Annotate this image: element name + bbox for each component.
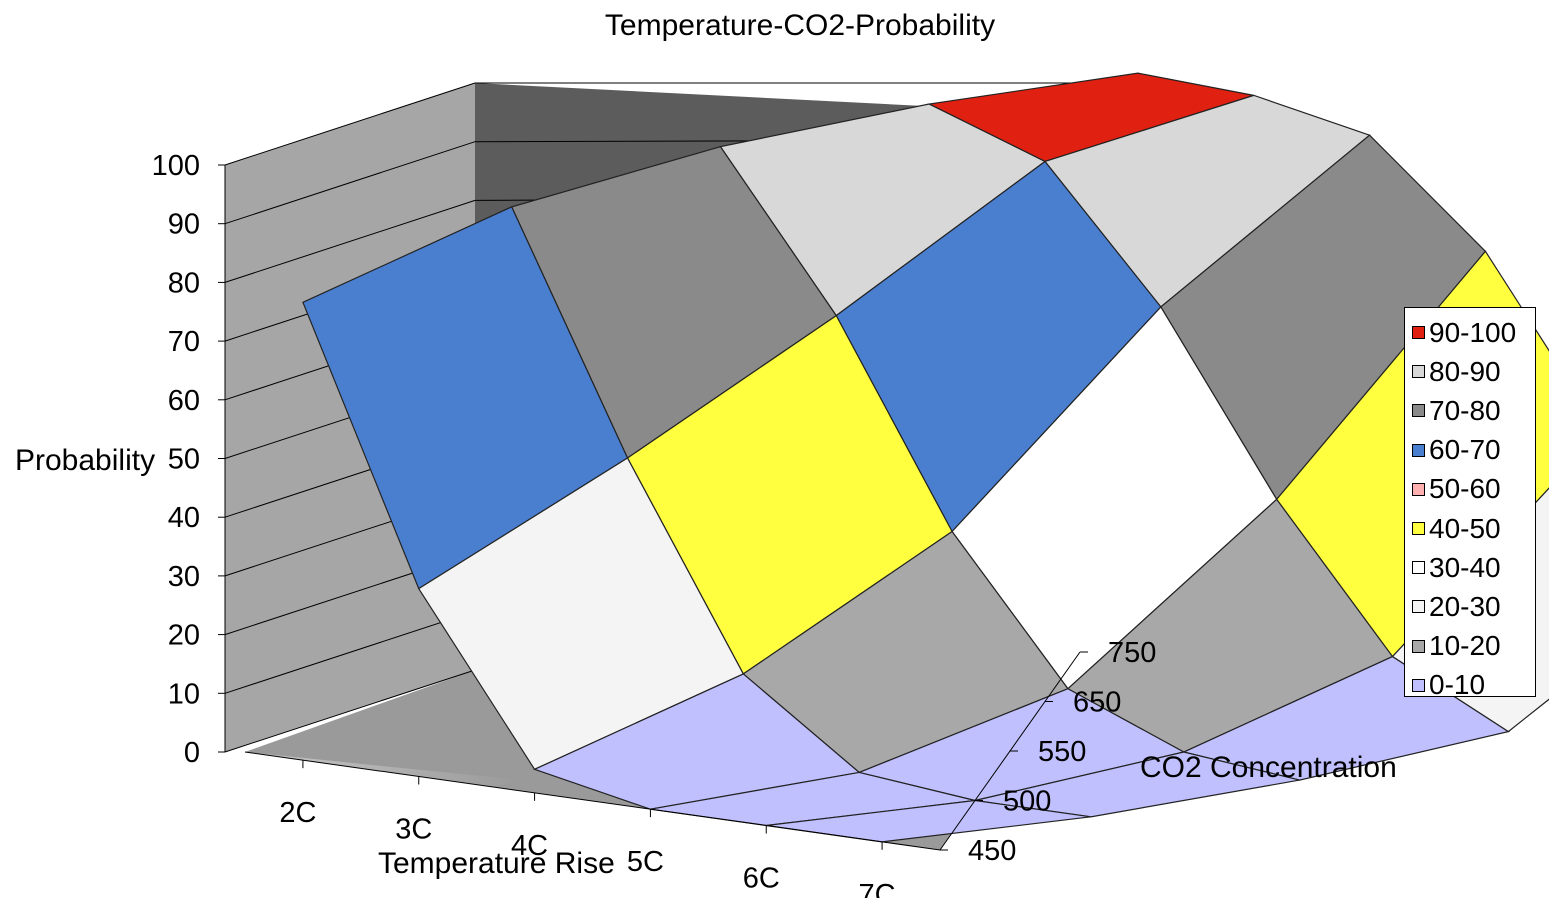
legend-swatch: [1412, 365, 1425, 379]
axes: 0 10 20 30 40 50 60 70 80 90 100 2C 3C 4C 5C 6C 7C 450 500…: [152, 150, 1157, 898]
legend-label: 20-30: [1429, 590, 1501, 622]
z-tick-label: 100: [152, 150, 200, 182]
legend-label: 60-70: [1429, 434, 1501, 466]
legend-label: 10-20: [1429, 630, 1501, 662]
x-axis-title: Temperature Rise: [378, 847, 615, 880]
z-tick-label: 60: [168, 385, 200, 417]
y-tick-label: 650: [1073, 687, 1121, 719]
x-tick-label: 4C: [511, 830, 548, 862]
wall-gridline: [224, 82, 476, 166]
legend-label: 80-90: [1429, 355, 1501, 387]
legend-swatch: [1412, 561, 1425, 575]
floor-fade: [0, 752, 520, 898]
z-tick-label: 50: [168, 444, 200, 476]
y-axis-title: CO2 Concentration: [1140, 751, 1397, 784]
y-tick-label: 450: [968, 835, 1016, 867]
chart-title: Temperature-CO2-Probability: [605, 9, 995, 42]
z-tick-label: 30: [168, 561, 200, 593]
wall-gridline: [224, 669, 476, 753]
wall-gridline: [224, 141, 476, 225]
z-tick-label: 90: [168, 209, 200, 241]
legend-item: 10-20: [1405, 627, 1535, 666]
z-tick-label: 10: [168, 678, 200, 710]
legend-item: 30-40: [1405, 548, 1535, 587]
x-axis-line: [244, 751, 941, 851]
wall-gridline: [224, 610, 476, 694]
y-tick-label: 550: [1038, 736, 1086, 768]
legend-item: 60-70: [1405, 431, 1535, 470]
x-tick-label: 7C: [859, 879, 896, 898]
legend-item: 50-60: [1405, 470, 1535, 509]
z-tick-label: 20: [168, 620, 200, 652]
z-tick-label: 80: [168, 267, 200, 299]
legend-label: 30-40: [1429, 551, 1501, 583]
x-tick-label: 3C: [395, 814, 432, 846]
legend-swatch: [1412, 443, 1425, 457]
legend-item: 70-80: [1405, 391, 1535, 430]
legend-label: 90-100: [1429, 316, 1517, 348]
y-tick-label: 750: [1108, 637, 1156, 669]
legend-item: 0-10: [1405, 666, 1535, 705]
legend-item: 40-50: [1405, 509, 1535, 548]
legend-item: 20-30: [1405, 587, 1535, 626]
x-tick-label: 2C: [279, 797, 316, 829]
legend-label: 70-80: [1429, 394, 1501, 426]
legend-swatch: [1412, 404, 1425, 418]
z-tick-label: 40: [168, 502, 200, 534]
legend-swatch: [1412, 600, 1425, 614]
x-tick-label: 5C: [627, 846, 664, 878]
legend-swatch: [1412, 639, 1425, 653]
x-tick-label: 6C: [743, 863, 780, 895]
legend-label: 50-60: [1429, 473, 1501, 505]
legend-swatch: [1412, 326, 1425, 340]
axis-labels: Temperature-CO2-Probability Probability …: [15, 9, 1397, 880]
y-tick-label: 500: [1003, 786, 1051, 818]
legend-label: 0-10: [1429, 669, 1486, 701]
z-axis-title: Probability: [15, 444, 155, 477]
legend-item: 90-100: [1405, 313, 1535, 352]
legend-item: 80-90: [1405, 352, 1535, 391]
z-tick-label: 0: [184, 737, 200, 769]
wall-gridline: [224, 199, 476, 283]
legend-swatch: [1412, 482, 1425, 496]
z-tick-label: 70: [168, 326, 200, 358]
legend-label: 40-50: [1429, 512, 1501, 544]
legend-swatch: [1412, 522, 1425, 536]
legend-swatch: [1412, 678, 1425, 692]
chart-legend: 90-100 80-90 70-80 60-70 50-60 40-50 30-40 20-3…: [1404, 307, 1536, 699]
